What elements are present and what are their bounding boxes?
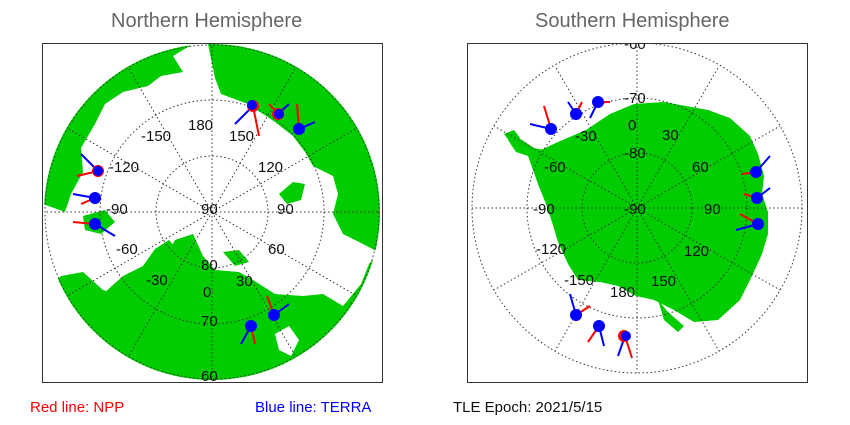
north-land-islands-1	[279, 182, 305, 204]
south-lat-label: -90	[624, 201, 646, 218]
satellite-marker	[234, 100, 260, 137]
north-satellite-markers	[72, 100, 316, 345]
north-lon-label: -120	[109, 159, 139, 176]
north-graticule	[44, 44, 380, 380]
north-lon-label: -90	[106, 201, 128, 218]
north-sea-hudson	[101, 154, 139, 188]
north-lat-label: 90	[201, 201, 218, 218]
satellite-marker	[741, 155, 771, 178]
south-graticule	[471, 44, 803, 374]
north-lon-label: -30	[146, 272, 168, 289]
satellite-marker	[569, 293, 591, 321]
south-lon-label: 30	[662, 127, 679, 144]
satellite-marker	[567, 101, 583, 120]
north-lat-label: 60	[201, 368, 218, 382]
satellite-marker	[589, 96, 610, 119]
south-lon-label: 0	[628, 117, 636, 134]
satellite-marker	[529, 105, 557, 135]
south-lon-label: 120	[684, 243, 709, 260]
satellite-marker	[266, 295, 290, 321]
south-lon-label: -60	[544, 159, 566, 176]
satellite-marker	[240, 320, 257, 345]
north-map-frame: 180 150 120 90 60 30 0 -30 -60 -90 -120 …	[42, 43, 383, 383]
north-lon-label: 180	[188, 117, 213, 134]
satellite-marker	[293, 103, 316, 135]
north-lon-label: -60	[116, 241, 138, 258]
south-lat-label: -80	[624, 145, 646, 162]
south-land-ross-shelf	[658, 300, 684, 332]
south-map-frame: 0 30 60 90 120 150 180 -150 -120 -90 -60…	[467, 43, 808, 383]
satellite-marker	[587, 320, 605, 347]
south-lon-label: -30	[575, 128, 597, 145]
north-lon-label: 120	[258, 159, 283, 176]
south-title: Southern Hemisphere	[535, 10, 730, 32]
satellite-marker	[76, 153, 104, 177]
north-land-islands-3	[223, 250, 249, 266]
south-polar-map: 0 30 60 90 120 150 180 -150 -120 -90 -60…	[471, 44, 803, 374]
south-lon-label: -90	[533, 201, 555, 218]
satellite-marker	[617, 330, 633, 359]
satellite-marker	[743, 187, 771, 204]
north-land-greenland	[103, 240, 181, 336]
north-lon-label: 60	[268, 241, 285, 258]
satellite-marker	[735, 213, 764, 231]
south-land-antarctica	[528, 102, 768, 322]
legend-npp: Red line: NPP	[30, 399, 125, 416]
satellite-marker	[72, 218, 116, 237]
north-sea-hudson-bay	[63, 234, 87, 258]
south-lon-label: -150	[564, 272, 594, 289]
south-lon-label: 180	[610, 284, 635, 301]
satellite-marker	[268, 103, 290, 120]
north-lon-label: 0	[203, 284, 211, 301]
south-satellite-markers	[529, 96, 771, 359]
legend-terra: Blue line: TERRA	[255, 399, 372, 416]
satellite-marker	[72, 192, 101, 205]
south-lon-label: 60	[692, 159, 709, 176]
south-lon-label: 150	[651, 273, 676, 290]
north-title: Northern Hemisphere	[111, 10, 303, 32]
north-lat-label: 70	[201, 313, 218, 330]
south-lat-label: -70	[624, 90, 646, 107]
north-polar-map: 180 150 120 90 60 30 0 -30 -60 -90 -120 …	[44, 44, 380, 382]
south-lat-label: -60	[624, 44, 646, 53]
north-lat-label: 80	[201, 257, 218, 274]
north-land-siberia	[208, 44, 380, 254]
north-lon-label: 30	[236, 273, 253, 290]
south-lon-label: -120	[536, 241, 566, 258]
north-lon-label: 90	[277, 201, 294, 218]
north-lon-label: 150	[229, 128, 254, 145]
legend-epoch: TLE Epoch: 2021/5/15	[453, 399, 603, 416]
north-lon-label: -150	[141, 128, 171, 145]
south-lon-label: 90	[704, 201, 721, 218]
